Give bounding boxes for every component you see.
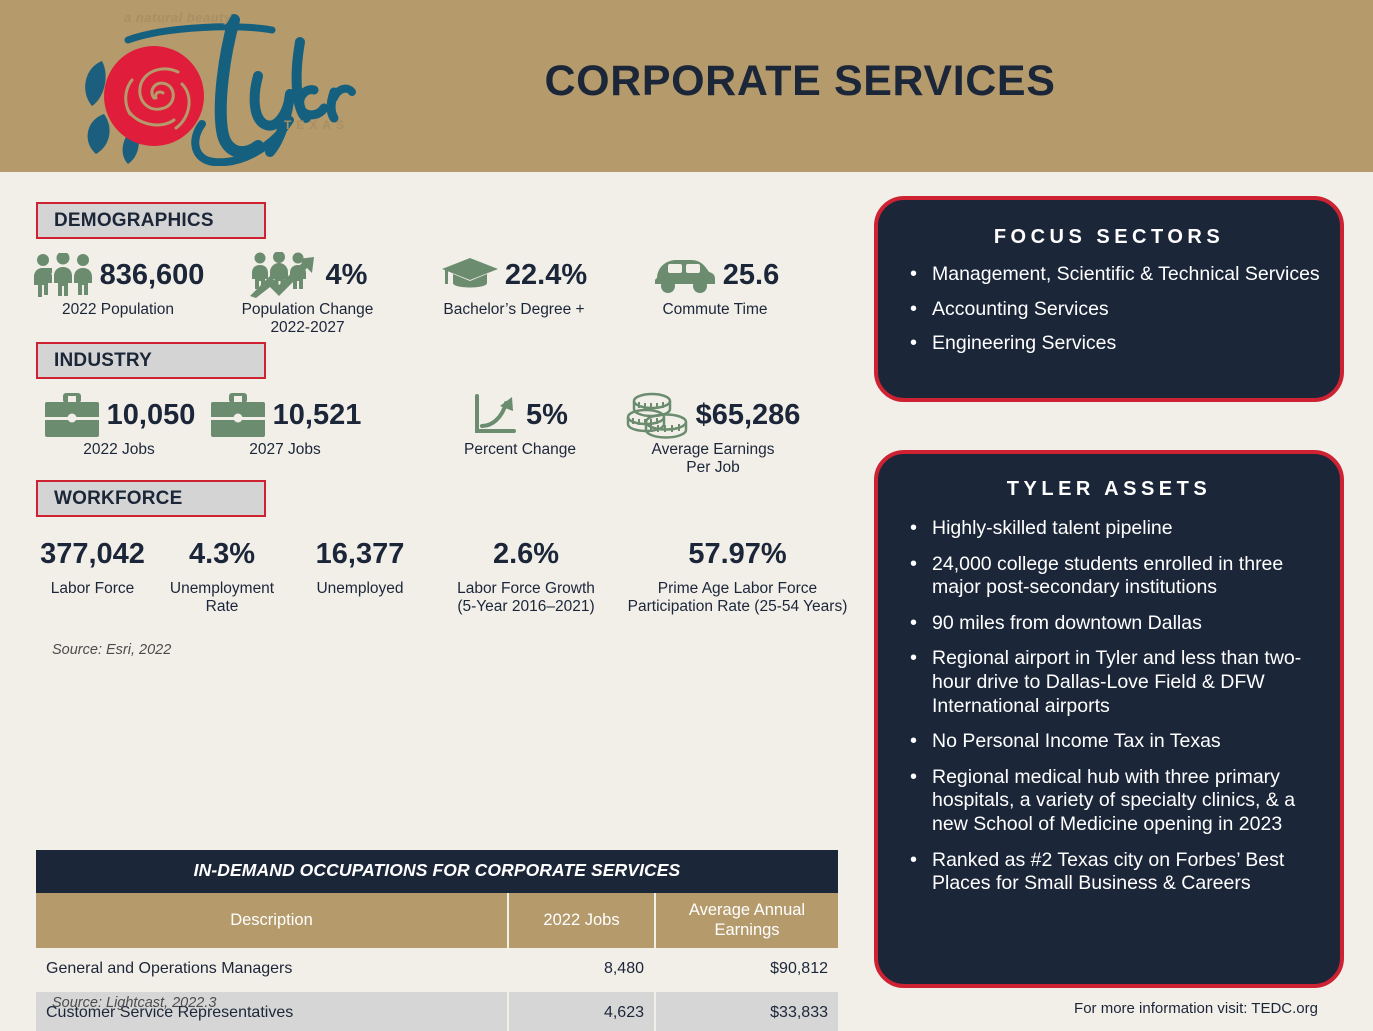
stat-value: 25.6: [722, 258, 780, 291]
section-header-industry: INDUSTRY: [36, 342, 266, 379]
briefcase-icon: [210, 393, 265, 437]
in-demand-occupations-table: IN-DEMAND OCCUPATIONS FOR CORPORATE SERV…: [36, 850, 838, 1031]
stat-value: 10,050: [106, 398, 196, 431]
section-header-workforce: WORKFORCE: [36, 480, 266, 517]
graduation-cap-icon: [441, 258, 498, 288]
tyler-logo: a natural beauty TEXAS: [62, 6, 362, 167]
stat-2022-jobs: 10,050 2022 Jobs: [34, 393, 204, 459]
growth-chart-icon: [475, 394, 517, 433]
cell-description: General and Operations Managers: [36, 948, 509, 993]
table-row: General and Operations Managers 8,480 $9…: [36, 948, 838, 993]
source-esri: Source: Esri, 2022: [52, 642, 172, 658]
left-column: DEMOGRAPHICS 836,600 2022 Population: [0, 175, 862, 1031]
table-col-jobs: 2022 Jobs: [508, 893, 656, 949]
stat-value: 2.6%: [492, 538, 560, 570]
tyler-assets-list: Highly-skilled talent pipeline 24,000 co…: [908, 516, 1326, 896]
focus-sectors-panel: FOCUS SECTORS Management, Scientific & T…: [874, 196, 1344, 402]
list-item: Engineering Services: [908, 331, 1322, 356]
list-item: Regional airport in Tyler and less than …: [908, 646, 1326, 718]
table-row: Customer Service Representatives 4,623 $…: [36, 991, 838, 1031]
stat-value: 5%: [526, 398, 568, 431]
list-item: No Personal Income Tax in Texas: [908, 729, 1326, 754]
tyler-assets-panel: TYLER ASSETS Highly-skilled talent pipel…: [874, 450, 1344, 988]
stat-value: 57.97%: [688, 538, 787, 570]
stat-labor-force: 377,042 Labor Force: [20, 540, 165, 598]
list-item: Accounting Services: [908, 297, 1322, 322]
list-item: 24,000 college students enrolled in thre…: [908, 552, 1326, 600]
list-item: Management, Scientific & Technical Servi…: [908, 262, 1322, 287]
stat-label: Labor Force Growth (5-Year 2016–2021): [457, 580, 595, 615]
coins-icon: [626, 392, 687, 439]
list-item: Highly-skilled talent pipeline: [908, 516, 1326, 541]
stat-unemployment-rate: 4.3% Unemployment Rate: [152, 540, 292, 616]
focus-sectors-list: Management, Scientific & Technical Servi…: [908, 262, 1322, 356]
page-title: CORPORATE SERVICES: [544, 57, 1056, 105]
stat-value: 4%: [325, 258, 368, 291]
stat-label: 2022 Jobs: [83, 441, 155, 458]
stat-label: 2022 Population: [61, 301, 175, 318]
stat-average-earnings-per-job: $65,286 Average Earnings Per Job: [615, 392, 811, 477]
table-col-description: Description: [36, 893, 509, 949]
stat-label: Population Change 2022-2027: [241, 301, 374, 336]
stat-bachelors-degree: 22.4% Bachelor’s Degree +: [425, 253, 603, 319]
stat-value: 836,600: [99, 258, 205, 291]
stat-population-change: 4% Population Change 2022-2027: [215, 252, 400, 337]
section-header-industry-label: INDUSTRY: [54, 349, 153, 371]
table-title-row: IN-DEMAND OCCUPATIONS FOR CORPORATE SERV…: [36, 850, 838, 894]
tyler-logo-svg: [85, 14, 356, 167]
three-people-icon: [33, 253, 92, 297]
logo-tagline-top: a natural beauty: [124, 10, 232, 25]
stat-value: 4.3%: [188, 538, 256, 570]
cell-jobs: 4,623: [508, 991, 656, 1031]
stat-label: Percent Change: [463, 441, 577, 458]
list-item: Ranked as #2 Texas city on Forbes’ Best …: [908, 848, 1326, 896]
stat-label: Commute Time: [662, 301, 768, 318]
stat-commute-time: 25.6 Commute Time: [625, 253, 805, 319]
stat-2027-jobs: 10,521 2027 Jobs: [200, 393, 370, 459]
table-header-row: Description 2022 Jobs Average Annual Ear…: [36, 893, 838, 949]
stat-unemployed: 16,377 Unemployed: [290, 540, 430, 598]
stat-value: $65,286: [695, 398, 801, 431]
car-icon: [654, 260, 715, 293]
cell-description: Customer Service Representatives: [36, 991, 509, 1031]
list-item: Regional medical hub with three primary …: [908, 765, 1326, 837]
stat-label: Bachelor’s Degree +: [443, 301, 585, 318]
people-growth-arrow-icon: [249, 252, 314, 298]
stat-label: Average Earnings Per Job: [651, 441, 775, 476]
stat-value: 377,042: [40, 538, 145, 570]
cell-earnings: $33,833: [655, 991, 838, 1031]
stat-prime-age-participation: 57.97% Prime Age Labor Force Participati…: [615, 540, 860, 616]
logo-tagline-bottom: TEXAS: [284, 118, 350, 132]
stat-label: Unemployment Rate: [169, 580, 275, 615]
page-header: a natural beauty TEXAS CORPORATE SERVICE…: [0, 0, 1373, 175]
section-header-workforce-label: WORKFORCE: [54, 487, 183, 509]
source-lightcast: Source: Lightcast, 2022.3: [52, 995, 217, 1011]
stat-labor-force-growth: 2.6% Labor Force Growth (5-Year 2016–202…: [432, 540, 620, 616]
cell-jobs: 8,480: [508, 948, 656, 993]
footer-note: For more information visit: TEDC.org: [1074, 1000, 1318, 1017]
stat-label: 2027 Jobs: [249, 441, 321, 458]
tyler-assets-title: TYLER ASSETS: [1006, 478, 1212, 500]
stat-value: 10,521: [272, 398, 362, 431]
stat-label: Prime Age Labor Force Participation Rate…: [627, 580, 848, 615]
list-item: 90 miles from downtown Dallas: [908, 611, 1326, 636]
focus-sectors-title: FOCUS SECTORS: [993, 226, 1225, 248]
stat-percent-change: 5% Percent Change: [440, 393, 600, 459]
stat-2022-population: 836,600 2022 Population: [28, 253, 208, 319]
briefcase-icon: [44, 393, 99, 437]
cell-earnings: $90,812: [655, 948, 838, 993]
section-header-demographics-label: DEMOGRAPHICS: [54, 209, 214, 231]
section-header-demographics: DEMOGRAPHICS: [36, 202, 266, 239]
stat-label: Labor Force: [50, 580, 135, 597]
stat-value: 22.4%: [504, 258, 588, 291]
table-col-earnings: Average Annual Earnings: [655, 893, 838, 949]
table-title: IN-DEMAND OCCUPATIONS FOR CORPORATE SERV…: [36, 850, 838, 894]
stat-label: Unemployed: [316, 580, 404, 597]
stat-value: 16,377: [315, 538, 405, 570]
